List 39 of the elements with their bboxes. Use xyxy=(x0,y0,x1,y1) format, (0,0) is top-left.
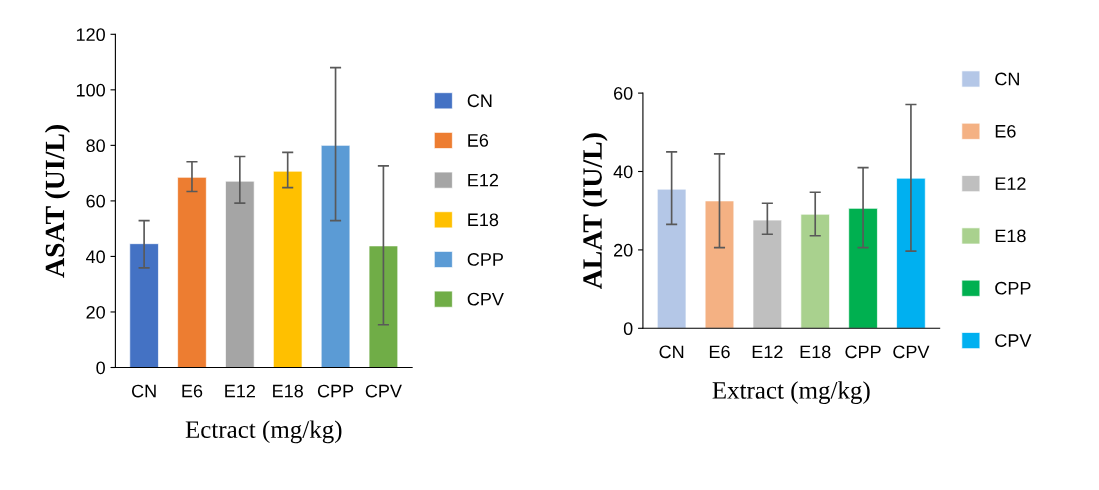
x-axis-title: Ectract (mg/kg) xyxy=(185,420,342,444)
y-tick-label: 0 xyxy=(623,322,633,336)
x-axis-title: Extract (mg/kg) xyxy=(712,381,870,404)
x-tick-label: E12 xyxy=(225,384,255,398)
x-tick-label: CPP xyxy=(317,384,354,398)
x-tick-label: CPV xyxy=(365,384,402,398)
legend-label: CPV xyxy=(995,334,1032,347)
x-tick-label: CN xyxy=(659,345,684,359)
legend-label: CPP xyxy=(995,281,1031,295)
y-tick-label: 120 xyxy=(76,28,105,42)
y-tick-label: 40 xyxy=(86,250,105,264)
legend-label: E18 xyxy=(995,229,1026,243)
legend-label: E18 xyxy=(468,213,499,227)
y-tick-label: 60 xyxy=(86,194,105,208)
x-tick-label: E6 xyxy=(182,384,203,398)
y-tick-label: 40 xyxy=(613,165,633,179)
legend-label: E12 xyxy=(995,177,1026,190)
y-tick-label: 20 xyxy=(614,243,633,257)
y-tick-label: 20 xyxy=(86,305,105,319)
x-tick-label: E6 xyxy=(709,345,730,359)
y-tick-label: 80 xyxy=(86,139,105,153)
x-tick-label: E18 xyxy=(800,345,831,359)
legend-label: CN xyxy=(467,94,492,108)
x-tick-label: E12 xyxy=(752,345,783,359)
x-tick-label: CN xyxy=(131,384,156,398)
y-tick-label: 0 xyxy=(96,361,105,375)
legend-label: CN xyxy=(995,72,1019,86)
y-axis-title: ALAT (IU/L) xyxy=(582,133,608,290)
legend-label: CPP xyxy=(467,253,503,266)
y-tick-label: 60 xyxy=(614,87,633,100)
x-tick-label: E18 xyxy=(273,384,303,398)
y-axis-title: ASAT (UI/L) xyxy=(44,125,70,278)
legend-label: E6 xyxy=(995,124,1016,138)
legend-label: E12 xyxy=(468,173,499,187)
y-tick-label: 100 xyxy=(76,83,105,97)
legend-label: CPV xyxy=(467,292,504,306)
x-tick-label: CPP xyxy=(845,345,881,359)
legend-label: E6 xyxy=(468,134,489,147)
x-tick-label: CPV xyxy=(893,345,930,359)
